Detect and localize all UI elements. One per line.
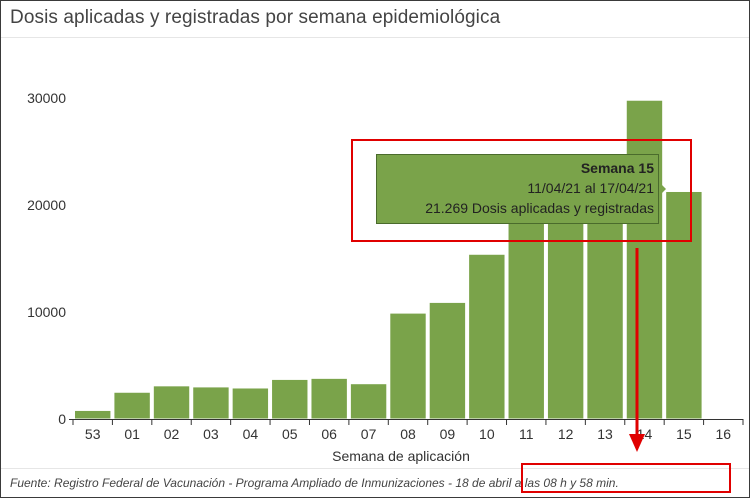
x-tick-label: 05 xyxy=(282,426,298,442)
x-tick-label: 01 xyxy=(124,426,140,442)
x-tick-label: 09 xyxy=(440,426,456,442)
source-note: Fuente: Registro Federal de Vacunación -… xyxy=(10,476,619,490)
bars xyxy=(74,99,703,420)
bar-week-53[interactable] xyxy=(74,409,112,420)
x-tick-label: 02 xyxy=(164,426,180,442)
x-tick-label: 12 xyxy=(558,426,574,442)
tooltip-date-range: 11/04/21 al 17/04/21 xyxy=(527,180,654,196)
date-highlight-box xyxy=(521,463,731,493)
y-tick-label: 0 xyxy=(58,411,66,427)
tooltip-value: 21.269 Dosis aplicadas y registradas xyxy=(425,200,654,216)
x-tick-label: 10 xyxy=(479,426,495,442)
bar-tooltip: Semana 15 11/04/21 al 17/04/21 21.269 Do… xyxy=(376,154,659,224)
bar-week-08[interactable] xyxy=(389,312,427,420)
tooltip-title: Semana 15 xyxy=(580,160,654,176)
bar-week-11[interactable] xyxy=(507,215,545,420)
y-axis: 0 10000 20000 30000 xyxy=(27,90,66,427)
x-tick-label: 16 xyxy=(716,426,732,442)
x-tick-label: 53 xyxy=(85,426,101,442)
bar-week-10[interactable] xyxy=(468,253,506,420)
y-tick-label: 10000 xyxy=(27,304,66,320)
bar-week-12[interactable] xyxy=(546,209,585,420)
source-divider xyxy=(1,468,749,469)
y-tick-label: 30000 xyxy=(27,90,66,106)
bar-week-02[interactable] xyxy=(152,385,191,420)
x-tick-label: 11 xyxy=(519,426,534,442)
tooltip-pointer xyxy=(659,182,666,196)
x-tick-label: 15 xyxy=(676,426,692,442)
bar-week-15[interactable] xyxy=(665,190,703,420)
x-tick-label: 08 xyxy=(400,426,416,442)
bar-week-13[interactable] xyxy=(586,215,624,420)
bar-week-04[interactable] xyxy=(231,387,270,420)
x-tick-label: 13 xyxy=(597,426,613,442)
bar-week-07[interactable] xyxy=(349,383,388,420)
y-tick-label: 20000 xyxy=(27,197,66,213)
x-axis: 53 01 02 03 04 05 06 07 08 09 10 11 12 13 14 15 16 xyxy=(69,419,744,442)
bar-week-01[interactable] xyxy=(113,391,151,420)
x-tick-label: 06 xyxy=(321,426,337,442)
x-tick-label: 07 xyxy=(361,426,377,442)
bar-chart: 0 10000 20000 30000 53 01 02 03 04 05 06 07 08 09 10 1… xyxy=(27,90,744,464)
x-tick-label: 14 xyxy=(637,426,653,442)
chart-title: Dosis aplicadas y registradas por semana… xyxy=(10,7,501,28)
bar-week-09[interactable] xyxy=(428,301,467,420)
bar-week-03[interactable] xyxy=(192,386,230,420)
x-tick-label: 04 xyxy=(243,426,259,442)
x-tick-label: 03 xyxy=(203,426,219,442)
title-divider xyxy=(1,37,749,38)
bar-week-05[interactable] xyxy=(271,378,309,420)
bar-week-14[interactable] xyxy=(625,99,664,420)
x-axis-label: Semana de aplicación xyxy=(332,448,470,464)
bar-week-06[interactable] xyxy=(310,377,348,420)
tooltip-highlight-box xyxy=(351,139,692,242)
